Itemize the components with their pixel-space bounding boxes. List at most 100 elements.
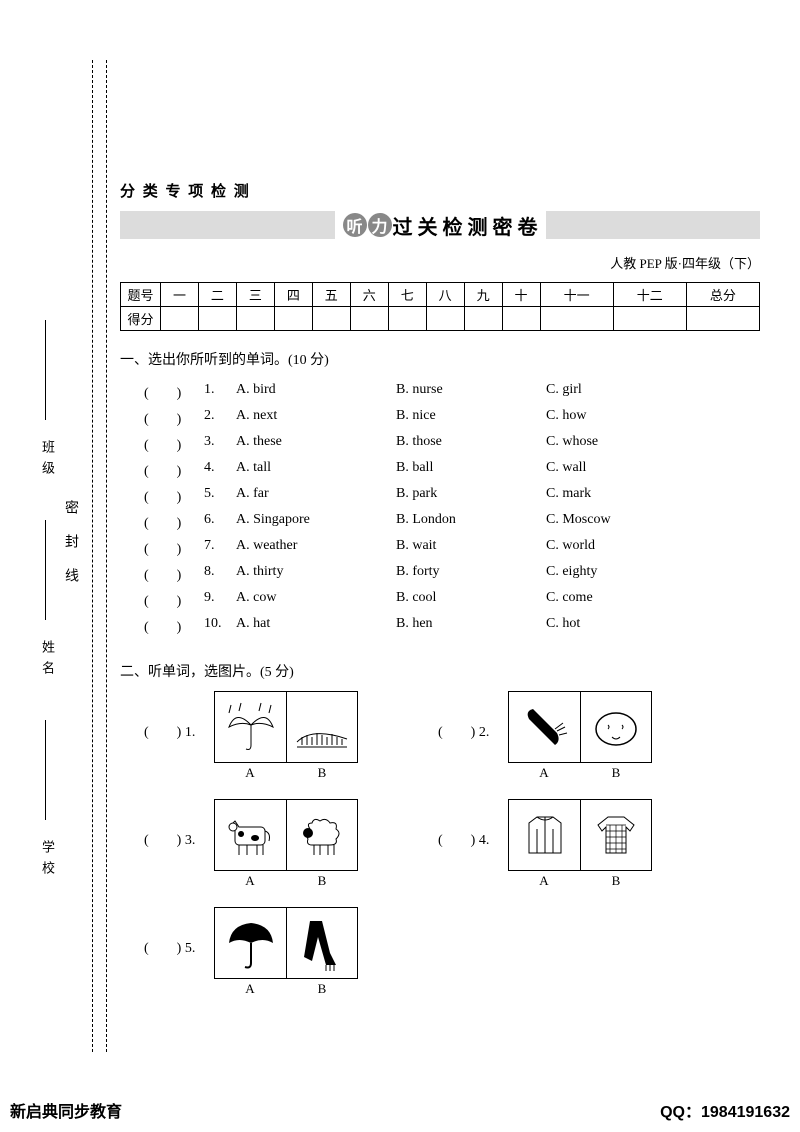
question-row: ( )1.A. birdB. nurseC. girl	[120, 379, 760, 405]
jacket-icon	[508, 799, 580, 871]
score-value-row: 得分	[121, 307, 760, 331]
question-row: ( )4.A. tallB. ballC. wall	[120, 457, 760, 483]
answer-blank[interactable]: ( )	[144, 941, 181, 956]
option-a: A. hat	[236, 616, 396, 636]
score-cell[interactable]	[540, 307, 613, 331]
score-cell[interactable]	[464, 307, 502, 331]
question-number: 2.	[479, 725, 490, 740]
option-label-b: B	[286, 979, 358, 997]
carrot-icon	[508, 691, 580, 763]
score-header-cell: 八	[426, 283, 464, 307]
question-row: ( )10.A. hatB. henC. hot	[120, 613, 760, 639]
picture-question: ( ) 1.AB	[144, 691, 358, 781]
answer-blank[interactable]: ( )	[144, 512, 204, 532]
question-number: 9.	[204, 590, 236, 610]
answer-blank[interactable]: ( )	[144, 833, 181, 848]
answer-blank[interactable]: ( )	[144, 382, 204, 402]
score-header-cell: 四	[274, 283, 312, 307]
answer-blank[interactable]: ( )	[144, 486, 204, 506]
score-cell[interactable]	[426, 307, 464, 331]
answer-blank[interactable]: ( )	[144, 460, 204, 480]
title-bar: 听 力 过 关 检 测 密 卷	[120, 207, 760, 243]
question-row: ( )6.A. SingaporeB. LondonC. Moscow	[120, 509, 760, 535]
option-b: B. nice	[396, 408, 546, 428]
binding-underline	[45, 520, 46, 620]
question-number: 4.	[479, 833, 490, 848]
score-cell[interactable]	[350, 307, 388, 331]
answer-blank[interactable]: ( )	[144, 725, 181, 740]
score-header-row: 题号 一 二 三 四 五 六 七 八 九 十 十一 十二 总分	[121, 283, 760, 307]
score-cell[interactable]	[686, 307, 759, 331]
subtitle: 人教 PEP 版·四年级（下）	[120, 253, 760, 272]
score-cell[interactable]	[388, 307, 426, 331]
option-b: B. wait	[396, 538, 546, 558]
option-a: A. cow	[236, 590, 396, 610]
score-cell[interactable]	[274, 307, 312, 331]
option-label-a: A	[508, 763, 580, 781]
option-b: B. forty	[396, 564, 546, 584]
score-header-cell: 九	[464, 283, 502, 307]
score-cell[interactable]	[161, 307, 199, 331]
option-a: A. far	[236, 486, 396, 506]
title-rest: 过 关 检 测 密 卷	[393, 211, 538, 240]
answer-blank[interactable]: ( )	[144, 408, 204, 428]
score-header-cell: 一	[161, 283, 199, 307]
score-header-cell: 二	[198, 283, 236, 307]
score-cell[interactable]	[236, 307, 274, 331]
category-label: 分 类 专 项 检 测	[120, 180, 760, 201]
question-number: 5.	[204, 486, 236, 506]
answer-blank[interactable]: ( )	[438, 833, 475, 848]
cow-icon	[214, 799, 286, 871]
option-b: B. cool	[396, 590, 546, 610]
score-row-label: 得分	[121, 307, 161, 331]
answer-blank[interactable]: ( )	[144, 434, 204, 454]
answer-blank[interactable]: ( )	[144, 590, 204, 610]
answer-blank[interactable]: ( )	[144, 538, 204, 558]
score-header-cell: 十二	[613, 283, 686, 307]
option-b: B. ball	[396, 460, 546, 480]
option-label-b: B	[286, 763, 358, 781]
question-number: 1.	[185, 725, 196, 740]
score-cell[interactable]	[613, 307, 686, 331]
option-c: C. eighty	[546, 564, 666, 584]
option-a: A. weather	[236, 538, 396, 558]
score-header-cell: 五	[312, 283, 350, 307]
score-header-cell: 十一	[540, 283, 613, 307]
title-bg-left	[120, 211, 335, 239]
sweater-icon	[580, 799, 652, 871]
option-label-b: B	[580, 763, 652, 781]
binding-line	[92, 60, 93, 1052]
option-c: C. world	[546, 538, 666, 558]
footer: 新启典同步教育 QQ：1984191632	[10, 1098, 790, 1122]
option-b: B. park	[396, 486, 546, 506]
question-number: 3.	[185, 833, 196, 848]
score-cell[interactable]	[198, 307, 236, 331]
picture-question-row: ( ) 3.AB( ) 4.AB	[144, 799, 760, 889]
question-number: 10.	[204, 616, 236, 636]
scarf-icon	[286, 907, 358, 979]
field-icon	[286, 691, 358, 763]
score-header-cell: 十	[502, 283, 540, 307]
option-a: A. bird	[236, 382, 396, 402]
section-2-title: 二、听单词，选图片。(5 分)	[120, 661, 760, 681]
score-header-cell: 三	[236, 283, 274, 307]
score-cell[interactable]	[312, 307, 350, 331]
question-row: ( )3.A. theseB. thoseC. whose	[120, 431, 760, 457]
answer-blank[interactable]: ( )	[438, 725, 475, 740]
question-number: 6.	[204, 512, 236, 532]
score-cell[interactable]	[502, 307, 540, 331]
answer-blank[interactable]: ( )	[144, 564, 204, 584]
page-content: 分 类 专 项 检 测 听 力 过 关 检 测 密 卷 人教 PEP 版·四年级…	[120, 180, 760, 1015]
binding-underline	[45, 320, 46, 420]
question-row: ( )5.A. farB. parkC. mark	[120, 483, 760, 509]
question-row: ( )7.A. weatherB. waitC. world	[120, 535, 760, 561]
binding-label-class: 班级	[38, 440, 57, 482]
option-b: B. nurse	[396, 382, 546, 402]
answer-blank[interactable]: ( )	[144, 616, 204, 636]
option-c: C. girl	[546, 382, 666, 402]
binding-label-school: 学校	[38, 840, 57, 882]
option-b: B. London	[396, 512, 546, 532]
umbrella-rain-icon	[214, 691, 286, 763]
binding-line	[106, 60, 107, 1052]
question-row: ( )8.A. thirtyB. fortyC. eighty	[120, 561, 760, 587]
